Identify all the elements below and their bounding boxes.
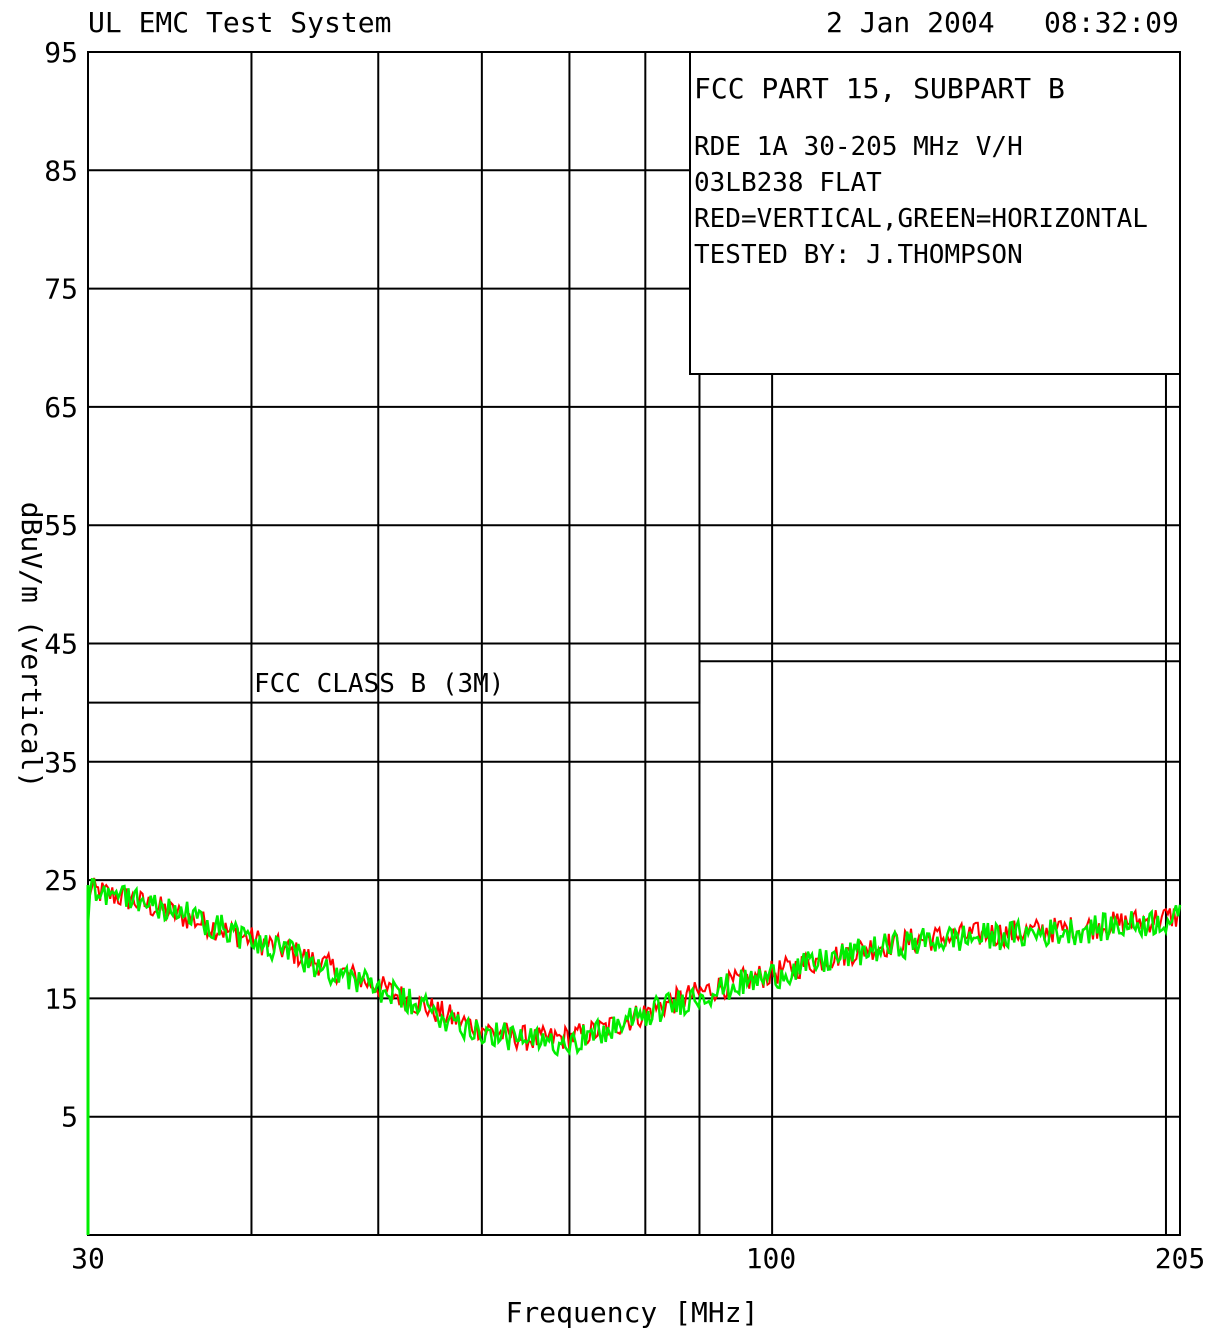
y-tick-label-95: 95 bbox=[44, 36, 78, 69]
test-time: 08:32:09 bbox=[1044, 6, 1179, 39]
info-line-4: TESTED BY: J.THOMPSON bbox=[694, 240, 1023, 270]
x-axis-title: Frequency [MHz] bbox=[506, 1296, 759, 1329]
info-line-3: RED=VERTICAL,GREEN=HORIZONTAL bbox=[694, 204, 1148, 234]
trace-horizontal bbox=[86, 877, 1182, 1058]
y-tick-label-75: 75 bbox=[44, 273, 78, 306]
x-tick-label-205: 205 bbox=[1155, 1242, 1206, 1275]
info-line-2: 03LB238 FLAT bbox=[694, 168, 882, 198]
x-tick-label-100: 100 bbox=[746, 1242, 797, 1275]
y-tick-label-55: 55 bbox=[44, 509, 78, 542]
limit-line bbox=[88, 660, 1180, 704]
y-tick-labels: 95 85 75 65 55 45 35 25 15 5 bbox=[44, 36, 78, 1134]
y-axis-title: dBuV/m (vertical) bbox=[15, 502, 48, 789]
y-tick-label-25: 25 bbox=[44, 864, 78, 897]
y-tick-label-5: 5 bbox=[61, 1101, 78, 1134]
info-box bbox=[689, 51, 1181, 375]
system-title: UL EMC Test System bbox=[88, 6, 391, 39]
y-tick-label-85: 85 bbox=[44, 154, 78, 187]
y-tick-label-35: 35 bbox=[44, 746, 78, 779]
x-tick-label-30: 30 bbox=[71, 1242, 105, 1275]
y-tick-label-45: 45 bbox=[44, 628, 78, 661]
y-tick-label-15: 15 bbox=[44, 982, 78, 1015]
info-line-1: RDE 1A 30-205 MHz V/H bbox=[694, 132, 1023, 162]
info-box-title: FCC PART 15, SUBPART B bbox=[694, 72, 1065, 105]
test-date: 2 Jan 2004 bbox=[826, 6, 995, 39]
y-tick-label-65: 65 bbox=[44, 391, 78, 424]
limit-line-label: FCC CLASS B (3M) bbox=[254, 669, 504, 699]
